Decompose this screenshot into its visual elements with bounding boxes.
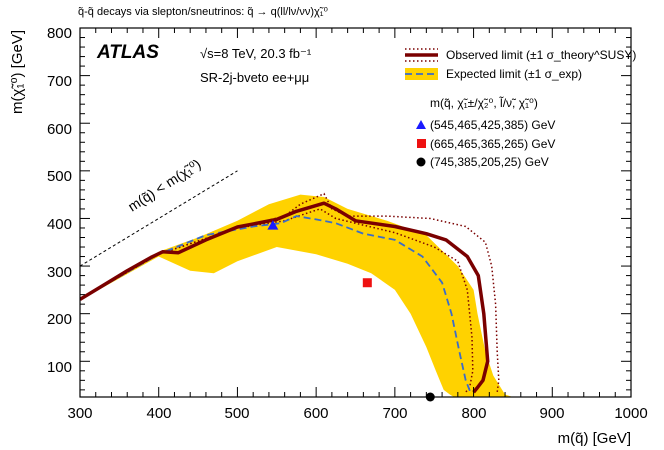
x-tick-label: 400 [146, 405, 171, 422]
x-tick-label: 900 [539, 405, 564, 422]
y-tick-label: 500 [47, 168, 72, 185]
point-marker-square [362, 278, 372, 288]
chart-header: q̃-q̃ decays via slepton/sneutrinos: q̃ … [78, 6, 329, 18]
x-tick-label: 800 [461, 405, 486, 422]
plot-frame [79, 27, 632, 398]
legend-expected-label: Expected limit (±1 σ_exp) [446, 67, 582, 81]
point-marker-triangle [267, 220, 279, 230]
legend-circle-icon [416, 157, 426, 167]
lumi-label: √s=8 TeV, 20.3 fb⁻¹ [200, 46, 312, 61]
legend-point-3: (745,385,205,25) GeV [430, 155, 549, 169]
atlas-label: ATLAS [96, 42, 159, 63]
x-tick-label: 500 [224, 405, 249, 422]
y-tick-label: 700 [47, 73, 72, 90]
y-tick-label: 800 [47, 25, 72, 42]
legend-point-2: (665,465,365,265) GeV [430, 137, 555, 151]
x-axis-title: m(q̃) [GeV] [558, 430, 631, 447]
axis-ticks [79, 27, 632, 397]
y-axis-title: m(χ̃₁⁰) [GeV] [9, 30, 26, 114]
y-tick-label: 300 [47, 264, 72, 281]
y-tick-label: 600 [47, 121, 72, 138]
expected-band [80, 194, 513, 397]
region-label: SR-2j-bveto ee+μμ [200, 70, 309, 85]
legend-square-icon [417, 139, 426, 148]
y-tick-label: 200 [47, 311, 72, 328]
legend-points-header: m(q̃, χ̃₁±/χ̃₂⁰, l̃/ν̃, χ̃₁⁰) [430, 95, 538, 110]
legend-point-1: (545,465,425,385) GeV [430, 118, 555, 132]
x-tick-label: 700 [382, 405, 407, 422]
legend-observed-label: Observed limit (±1 σ_theory^SUSY) [446, 48, 636, 62]
y-tick-labels: 100 200 300 400 500 600 700 800 [47, 25, 72, 376]
x-tick-label: 600 [303, 405, 328, 422]
legend-expected-swatch [405, 68, 438, 80]
x-tick-label: 300 [67, 405, 92, 422]
legend-observed-swatch [405, 48, 438, 62]
observed-limit-line [80, 201, 490, 394]
y-tick-label: 400 [47, 216, 72, 233]
diagonal-label: m(q̃) < m(χ̃₁⁰) [125, 156, 204, 215]
legend-triangle-icon [416, 120, 426, 129]
y-tick-label: 100 [47, 359, 72, 376]
x-tick-labels: 300 400 500 600 700 800 900 1000 [67, 405, 647, 422]
legend: Observed limit (±1 σ_theory^SUSY) Expect… [405, 48, 636, 169]
x-tick-label: 1000 [614, 405, 647, 422]
